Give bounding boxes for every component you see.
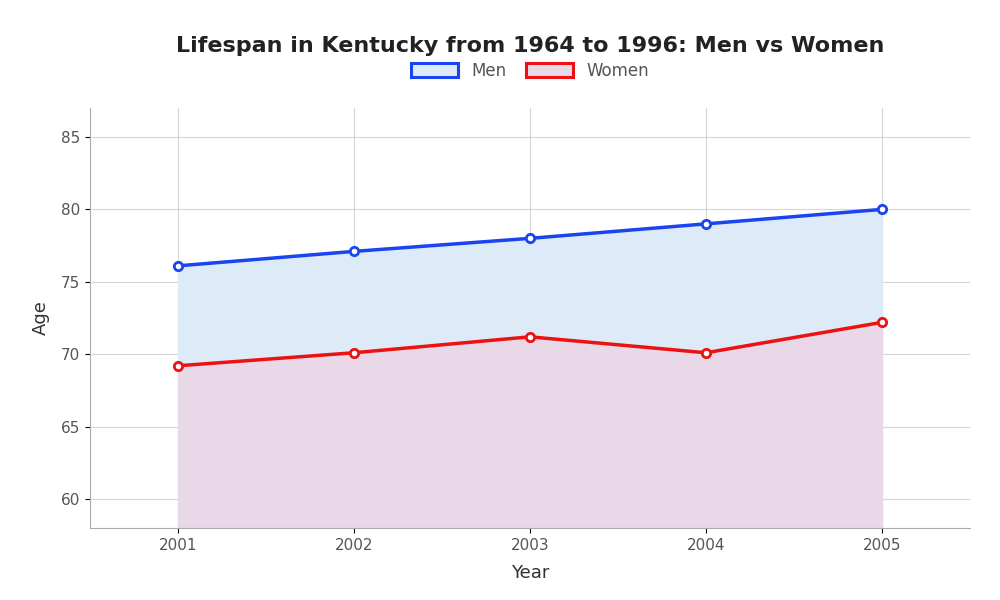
Legend: Men, Women: Men, Women — [411, 62, 649, 80]
Title: Lifespan in Kentucky from 1964 to 1996: Men vs Women: Lifespan in Kentucky from 1964 to 1996: … — [176, 37, 884, 56]
Y-axis label: Age: Age — [32, 301, 50, 335]
X-axis label: Year: Year — [511, 564, 549, 582]
